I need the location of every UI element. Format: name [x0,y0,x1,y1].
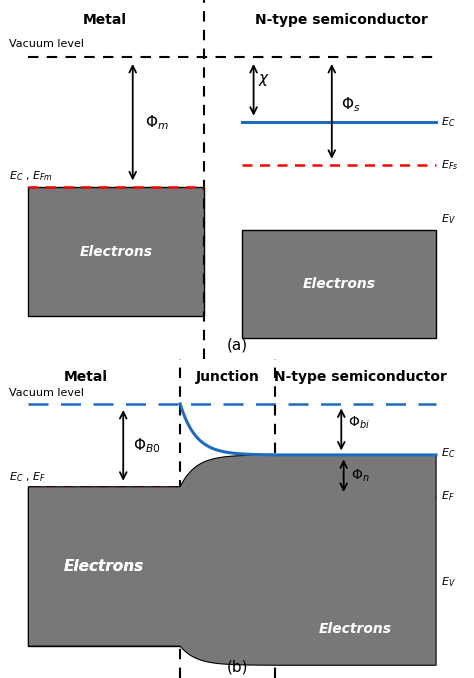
Text: Electrons: Electrons [64,559,145,574]
Text: $\Phi_{bi}$: $\Phi_{bi}$ [348,415,370,431]
Text: Electrons: Electrons [80,245,153,258]
Bar [28,487,180,646]
Text: $E_C$ , $E_{Fm}$: $E_C$ , $E_{Fm}$ [9,170,54,183]
Text: $E_F$: $E_F$ [441,490,455,503]
Text: (a): (a) [227,337,247,352]
Bar [242,230,436,338]
Text: $E_C$: $E_C$ [441,115,455,129]
Polygon shape [28,455,436,665]
Text: $\Phi_m$: $\Phi_m$ [145,113,168,132]
Text: N-type semiconductor: N-type semiconductor [255,13,428,26]
Text: Vacuum level: Vacuum level [9,388,84,397]
Text: (b): (b) [226,660,248,675]
Text: Junction: Junction [196,370,259,384]
Text: Vacuum level: Vacuum level [9,39,84,49]
Text: Metal: Metal [82,13,126,26]
Text: $E_V$: $E_V$ [441,575,456,589]
Text: Electrons: Electrons [64,559,145,574]
Text: $\Phi_n$: $\Phi_n$ [351,467,369,484]
Text: Electrons: Electrons [319,622,392,635]
Text: $E_V$: $E_V$ [441,213,456,226]
Text: $E_C$ , $E_F$: $E_C$ , $E_F$ [9,470,46,483]
Text: $\Phi_{B0}$: $\Phi_{B0}$ [133,436,160,455]
Text: N-type semiconductor: N-type semiconductor [274,370,447,384]
Text: $E_{Fs}$: $E_{Fs}$ [441,159,458,172]
Text: Metal: Metal [64,370,107,384]
Text: $\chi$: $\chi$ [258,72,271,87]
Text: $\Phi_s$: $\Phi_s$ [341,95,361,113]
Bar [28,187,204,316]
Text: $E_C$: $E_C$ [441,446,455,460]
Text: Electrons: Electrons [302,277,375,291]
